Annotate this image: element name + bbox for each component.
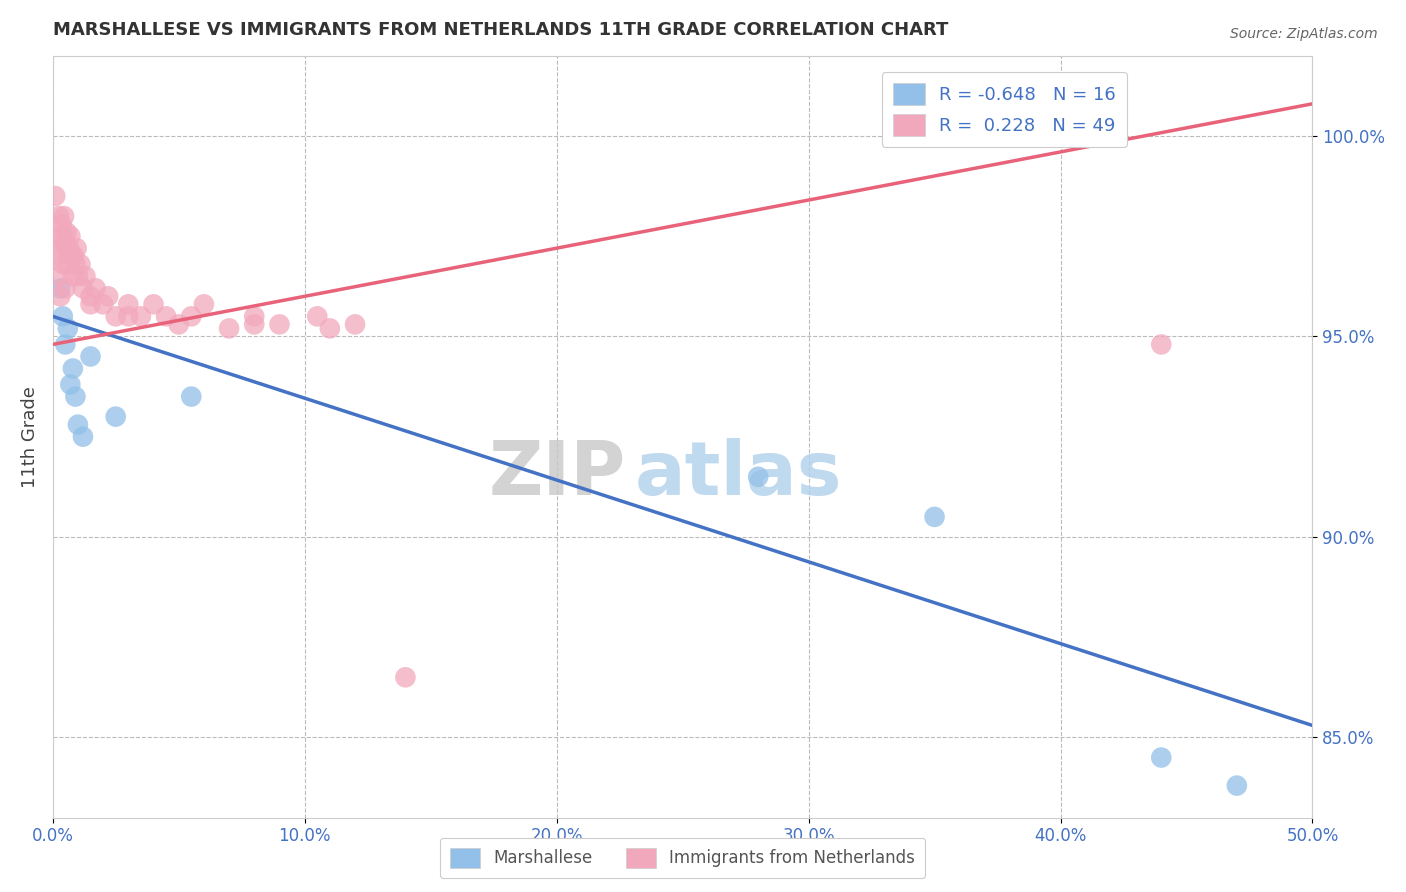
Point (66, 241, 89, 255)
Point (53, 237, 76, 252)
Point (66, 269, 89, 284)
Point (53, 209, 76, 223)
Point (52, 257, 75, 271)
Text: MARSHALLESE VS IMMIGRANTS FROM NETHERLANDS 11TH GRADE CORRELATION CHART: MARSHALLESE VS IMMIGRANTS FROM NETHERLAN… (52, 21, 948, 39)
Point (129, 310, 152, 324)
Point (193, 297, 215, 311)
Point (72, 430, 94, 444)
Point (60, 249, 83, 263)
Point (63, 249, 86, 263)
Point (62, 269, 84, 284)
Point (59, 229, 82, 244)
Point (69, 257, 91, 271)
Point (52, 310, 75, 324)
Point (1226, 779, 1249, 793)
Point (104, 409, 127, 424)
Point (51, 217, 73, 231)
Point (49, 241, 72, 255)
Point (75, 269, 97, 284)
Point (142, 297, 165, 311)
Point (56, 257, 79, 271)
Point (269, 318, 291, 332)
Point (104, 310, 127, 324)
Point (79, 289, 101, 303)
Text: atlas: atlas (634, 438, 842, 511)
Point (62, 361, 84, 376)
Point (48, 209, 70, 223)
Legend: Marshallese, Immigrants from Netherlands: Marshallese, Immigrants from Netherlands (440, 838, 925, 878)
Point (344, 318, 367, 332)
Point (53, 337, 76, 351)
Point (319, 321, 342, 335)
Point (218, 321, 240, 335)
Point (1150, 750, 1173, 764)
Y-axis label: 11th Grade: 11th Grade (21, 385, 39, 488)
Point (53, 281, 76, 295)
Point (46, 249, 69, 263)
Point (58, 241, 80, 255)
Point (243, 310, 266, 324)
Point (44, 189, 66, 203)
Point (72, 281, 94, 295)
Point (84, 281, 107, 295)
Point (394, 670, 416, 684)
Point (180, 390, 202, 404)
Point (66, 417, 89, 432)
Point (167, 318, 190, 332)
Text: Source: ZipAtlas.com: Source: ZipAtlas.com (1230, 27, 1378, 41)
Point (117, 297, 139, 311)
Point (747, 470, 769, 484)
Point (117, 310, 139, 324)
Point (180, 310, 202, 324)
Point (46, 269, 69, 284)
Point (307, 310, 329, 324)
Point (49, 289, 72, 303)
Point (59, 377, 82, 392)
Point (1150, 337, 1173, 351)
Point (49, 281, 72, 295)
Point (55, 225, 77, 239)
Point (97, 289, 120, 303)
Point (65, 390, 87, 404)
Point (56, 321, 79, 335)
Point (243, 318, 266, 332)
Text: ZIP: ZIP (489, 438, 626, 511)
Point (52, 229, 75, 244)
Point (45, 229, 67, 244)
Point (65, 257, 87, 271)
Point (155, 310, 177, 324)
Point (924, 509, 946, 524)
Point (79, 297, 101, 311)
Point (91, 297, 114, 311)
Point (79, 350, 101, 364)
